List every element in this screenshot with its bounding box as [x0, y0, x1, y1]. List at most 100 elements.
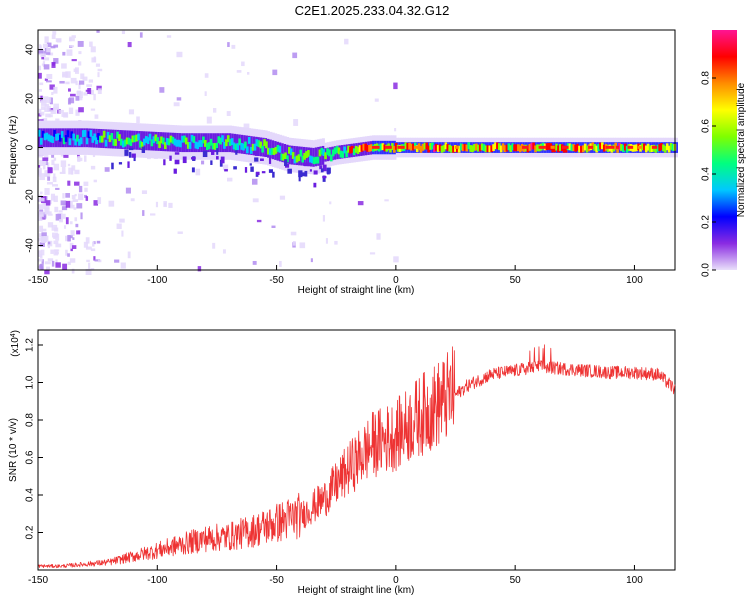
spectrogram-cell [270, 147, 274, 155]
spectrogram-cell [40, 191, 43, 194]
spectrogram-cell [654, 145, 658, 153]
spectrogram-cell [181, 133, 185, 153]
spectrogram-cell [665, 143, 669, 151]
spectrogram-cell [658, 144, 661, 151]
spectrogram-cell [79, 91, 83, 99]
spectrogram-cell [184, 137, 188, 145]
spectrogram-cell [281, 143, 285, 163]
spectrogram-cell [78, 185, 83, 193]
spectrogram-y-ticks: -40 -20 0 20 40 [25, 44, 43, 253]
spectrogram-cell [201, 160, 205, 165]
spectrogram-cell [127, 161, 130, 168]
spectrogram-cell [47, 167, 53, 174]
spectrogram-cell [312, 157, 316, 165]
spectrogram-cell [39, 173, 45, 181]
spectrogram-cell [51, 34, 56, 40]
y-tick-label: 0 [25, 144, 36, 150]
spectrogram-cell [526, 145, 530, 153]
spectrogram-cell [222, 249, 226, 254]
spectrogram-cell [53, 58, 59, 64]
spectrogram-cell [357, 201, 364, 206]
spectrogram-cell [58, 134, 62, 142]
spectrogram-cell [41, 161, 47, 165]
spectrogram-cell [320, 147, 324, 155]
spectrogram-cell [69, 45, 75, 48]
snr-x-ticks: -150 -100 -50 0 50 100 [28, 565, 643, 586]
spectrogram-cell [597, 144, 600, 151]
spectrogram-cell [245, 135, 249, 155]
spectrogram-cell [385, 145, 392, 149]
spectrogram-cell [515, 144, 518, 152]
spectrogram-cell [421, 143, 425, 151]
spectrogram-cell [211, 149, 215, 155]
spectrogram-cell [383, 144, 387, 152]
spectrogram-cell [41, 130, 45, 138]
spectrogram-cell [158, 141, 161, 149]
spectrogram-cell [250, 166, 254, 172]
spectrogram-cell [175, 139, 179, 147]
spectrogram-cell [324, 152, 327, 160]
spectrogram-cell [55, 118, 60, 121]
spectrogram-cell [44, 103, 49, 108]
spectrogram-cell [369, 252, 376, 255]
spectrogram-cell [268, 169, 273, 173]
spectrogram-cell [276, 144, 280, 152]
spectrogram-cell [100, 135, 104, 143]
spectrogram-cell [70, 131, 74, 139]
spectrogram-cell [450, 145, 453, 153]
spectrogram-cell [124, 149, 129, 156]
spectrogram-cell [62, 263, 68, 270]
spectrogram-cell [280, 153, 283, 161]
spectrogram-cell [204, 91, 207, 96]
spectrogram-cell [384, 199, 389, 202]
colorbar-label: Normalized spectral amplitude [736, 82, 747, 217]
spectrogram-cell [71, 268, 75, 274]
spectrogram-cell [38, 250, 42, 258]
spectrogram-cell [393, 82, 398, 90]
spectrogram-cell [191, 157, 196, 160]
spectrogram-cell [370, 144, 373, 152]
spectrogram-cell [94, 114, 99, 119]
spectrogram-cell [234, 143, 238, 151]
spectrogram-cell [38, 72, 42, 79]
spectrogram-cell [272, 69, 278, 76]
spectrogram-cell [52, 62, 55, 66]
spectrogram-cell [444, 142, 448, 150]
spectrogram-cell [38, 198, 45, 202]
spectrogram-cell [55, 243, 62, 248]
spectrogram-cell [121, 230, 124, 237]
spectrogram-cell [39, 137, 43, 145]
spectrogram-cell [67, 98, 71, 105]
spectrogram-cell [125, 187, 131, 194]
spectrogram-cell [116, 223, 122, 229]
spectrogram-cell [425, 142, 429, 150]
spectrogram-cell [96, 85, 102, 91]
spectrogram-cell [127, 41, 132, 48]
spectrogram-cell [272, 148, 276, 155]
spectrogram-cell [111, 162, 114, 170]
spectrogram-cell [131, 135, 135, 143]
spectrogram-cell [55, 262, 61, 268]
spectrogram-cell [438, 144, 442, 152]
spectrogram-cell [345, 150, 348, 158]
spectrogram-cell [214, 133, 218, 153]
spectrogram-cell [38, 211, 44, 217]
snr-frame [37, 329, 676, 571]
spectrogram-cell [40, 249, 45, 256]
spectrogram-cell [65, 200, 71, 208]
spectrogram-cell [129, 139, 133, 146]
spectrogram-cell [139, 140, 142, 148]
spectrogram-cell [90, 165, 96, 170]
spectrogram-cell [128, 109, 135, 115]
spectrogram-cell [97, 88, 102, 95]
spectrogram-cell [47, 258, 54, 262]
spectrogram-cell [209, 138, 213, 146]
spectrogram-cell [260, 158, 264, 162]
spectrogram-cell [46, 266, 50, 270]
spectrogram-cell [38, 65, 42, 71]
spectrogram-cell [643, 143, 646, 151]
spectrogram-cell [568, 143, 572, 151]
spectrogram-cell [90, 248, 96, 252]
spectrogram-cell [60, 160, 67, 167]
spectrogram-cell [263, 139, 266, 147]
